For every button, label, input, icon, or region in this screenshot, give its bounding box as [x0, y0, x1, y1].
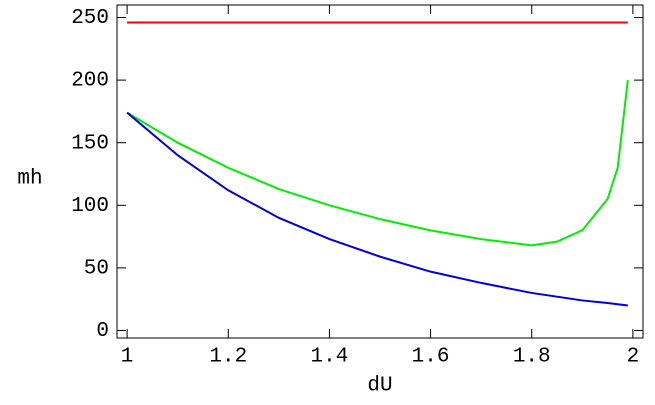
plot-frame: [116, 4, 644, 339]
x-axis-label: dU: [367, 375, 392, 398]
series-line: [126, 111, 628, 307]
y-axis-label: mh: [17, 168, 42, 191]
x-tick-label: 1.2: [209, 346, 247, 369]
y-tick-label: 100: [71, 195, 109, 218]
y-tick-label: 150: [71, 132, 109, 155]
y-tick-label: 250: [71, 7, 109, 30]
y-tick-label: 0: [96, 320, 109, 343]
x-tick-label: 2: [627, 346, 640, 369]
x-tick-label: 1.8: [513, 346, 551, 369]
y-tick-label: 200: [71, 70, 109, 93]
y-tick-label: 50: [84, 257, 109, 280]
x-tick-label: 1.4: [311, 346, 349, 369]
x-tick-label: 1.6: [412, 346, 450, 369]
series-line: [126, 79, 629, 247]
x-tick-label: 1: [121, 346, 134, 369]
